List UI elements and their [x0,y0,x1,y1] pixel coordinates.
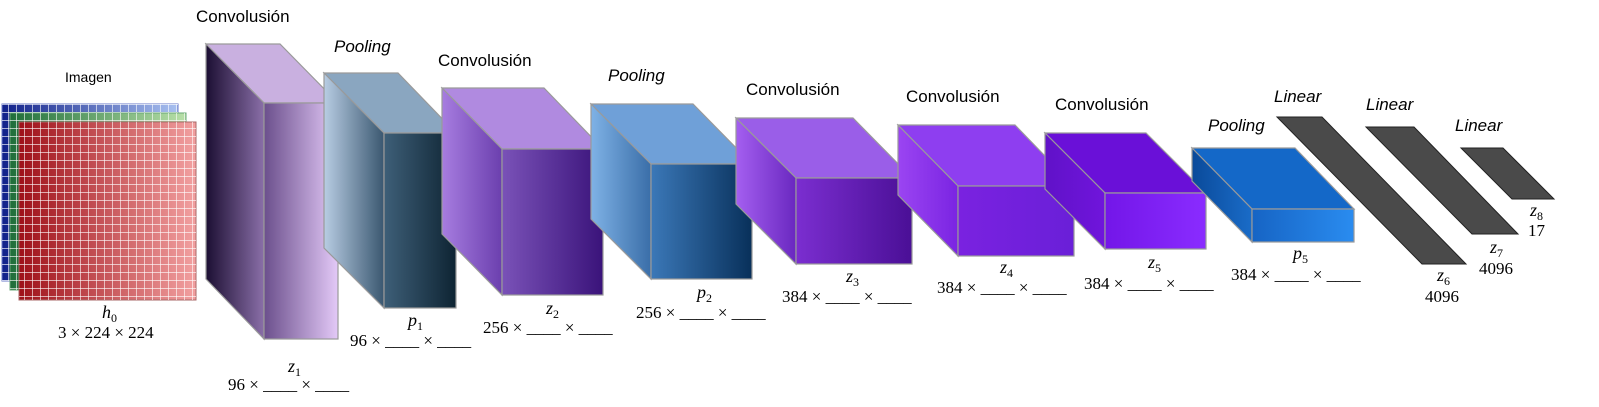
layer-pool1-var: p1 [406,310,423,333]
layer-conv2-dims: 256 × ____ × ____ [483,318,613,337]
layer-conv4-dims: 384 × ____ × ____ [937,278,1067,297]
layer-conv4-label: Convolusión [906,87,1000,106]
layer-pool5-label: Pooling [1208,116,1265,135]
layer-conv3-label: Convolusión [746,80,840,99]
input-dims: 3 × 224 × 224 [58,323,154,342]
layer-conv4-var: z4 [999,257,1013,280]
layer-conv1-label: Convolusión [196,7,290,26]
layer-linear1-label: Linear [1274,87,1323,106]
input-image: Imagen h0 3 × 224 × 224 [1,69,197,342]
layer-conv3-dims: 384 × ____ × ____ [782,287,912,306]
layer-pool2-label: Pooling [608,66,665,85]
layer-conv1-dims: 96 × ____ × ____ [228,375,350,394]
layer-conv5-var: z5 [1147,252,1161,275]
layer-conv2-label: Convolusión [438,51,532,70]
layer-pool1-label: Pooling [334,37,391,56]
layer-pool1-dims: 96 × ____ × ____ [350,331,472,350]
layer-conv4-block [896,123,1076,258]
layer-conv2-block [440,86,605,297]
layer-pool5-var: p5 [1291,243,1308,266]
layer-pool5-block [1190,146,1356,244]
layer-linear2-dims: 4096 [1479,259,1513,278]
layer-linear3-var: z8 [1529,200,1543,223]
layer-pool5-dims: 384 × ____ × ____ [1231,265,1361,284]
layer-linear2-label: Linear [1366,95,1415,114]
layer-conv3-block [734,116,914,266]
layer-pool2-block [589,102,754,281]
layer-conv3-var: z3 [845,266,859,289]
layer-conv5-block [1043,131,1208,251]
layer-linear1-dims: 4096 [1425,287,1459,306]
layer-conv2-var: z2 [545,298,559,321]
input-title: Imagen [65,69,112,85]
layer-pool1-block [322,71,458,310]
layer-conv1-block [204,42,340,341]
layer-conv5-dims: 384 × ____ × ____ [1084,274,1214,293]
layer-linear2-block [1364,126,1520,235]
layer-pool2-var: p2 [695,282,712,305]
layer-linear1-block [1275,116,1468,265]
layer-linear1-var: z6 [1436,265,1450,288]
layer-linear2-var: z7 [1489,237,1503,260]
layer-conv5-label: Convolusión [1055,95,1149,114]
input-channel-red [18,121,197,301]
layer-linear3-dims: 17 [1528,221,1546,240]
input-var: h0 [102,302,117,325]
layer-pool2-dims: 256 × ____ × ____ [636,303,766,322]
layer-conv1-var: z1 [287,356,301,379]
layer-linear3-label: Linear [1455,116,1504,135]
layer-linear3-block [1459,147,1556,200]
